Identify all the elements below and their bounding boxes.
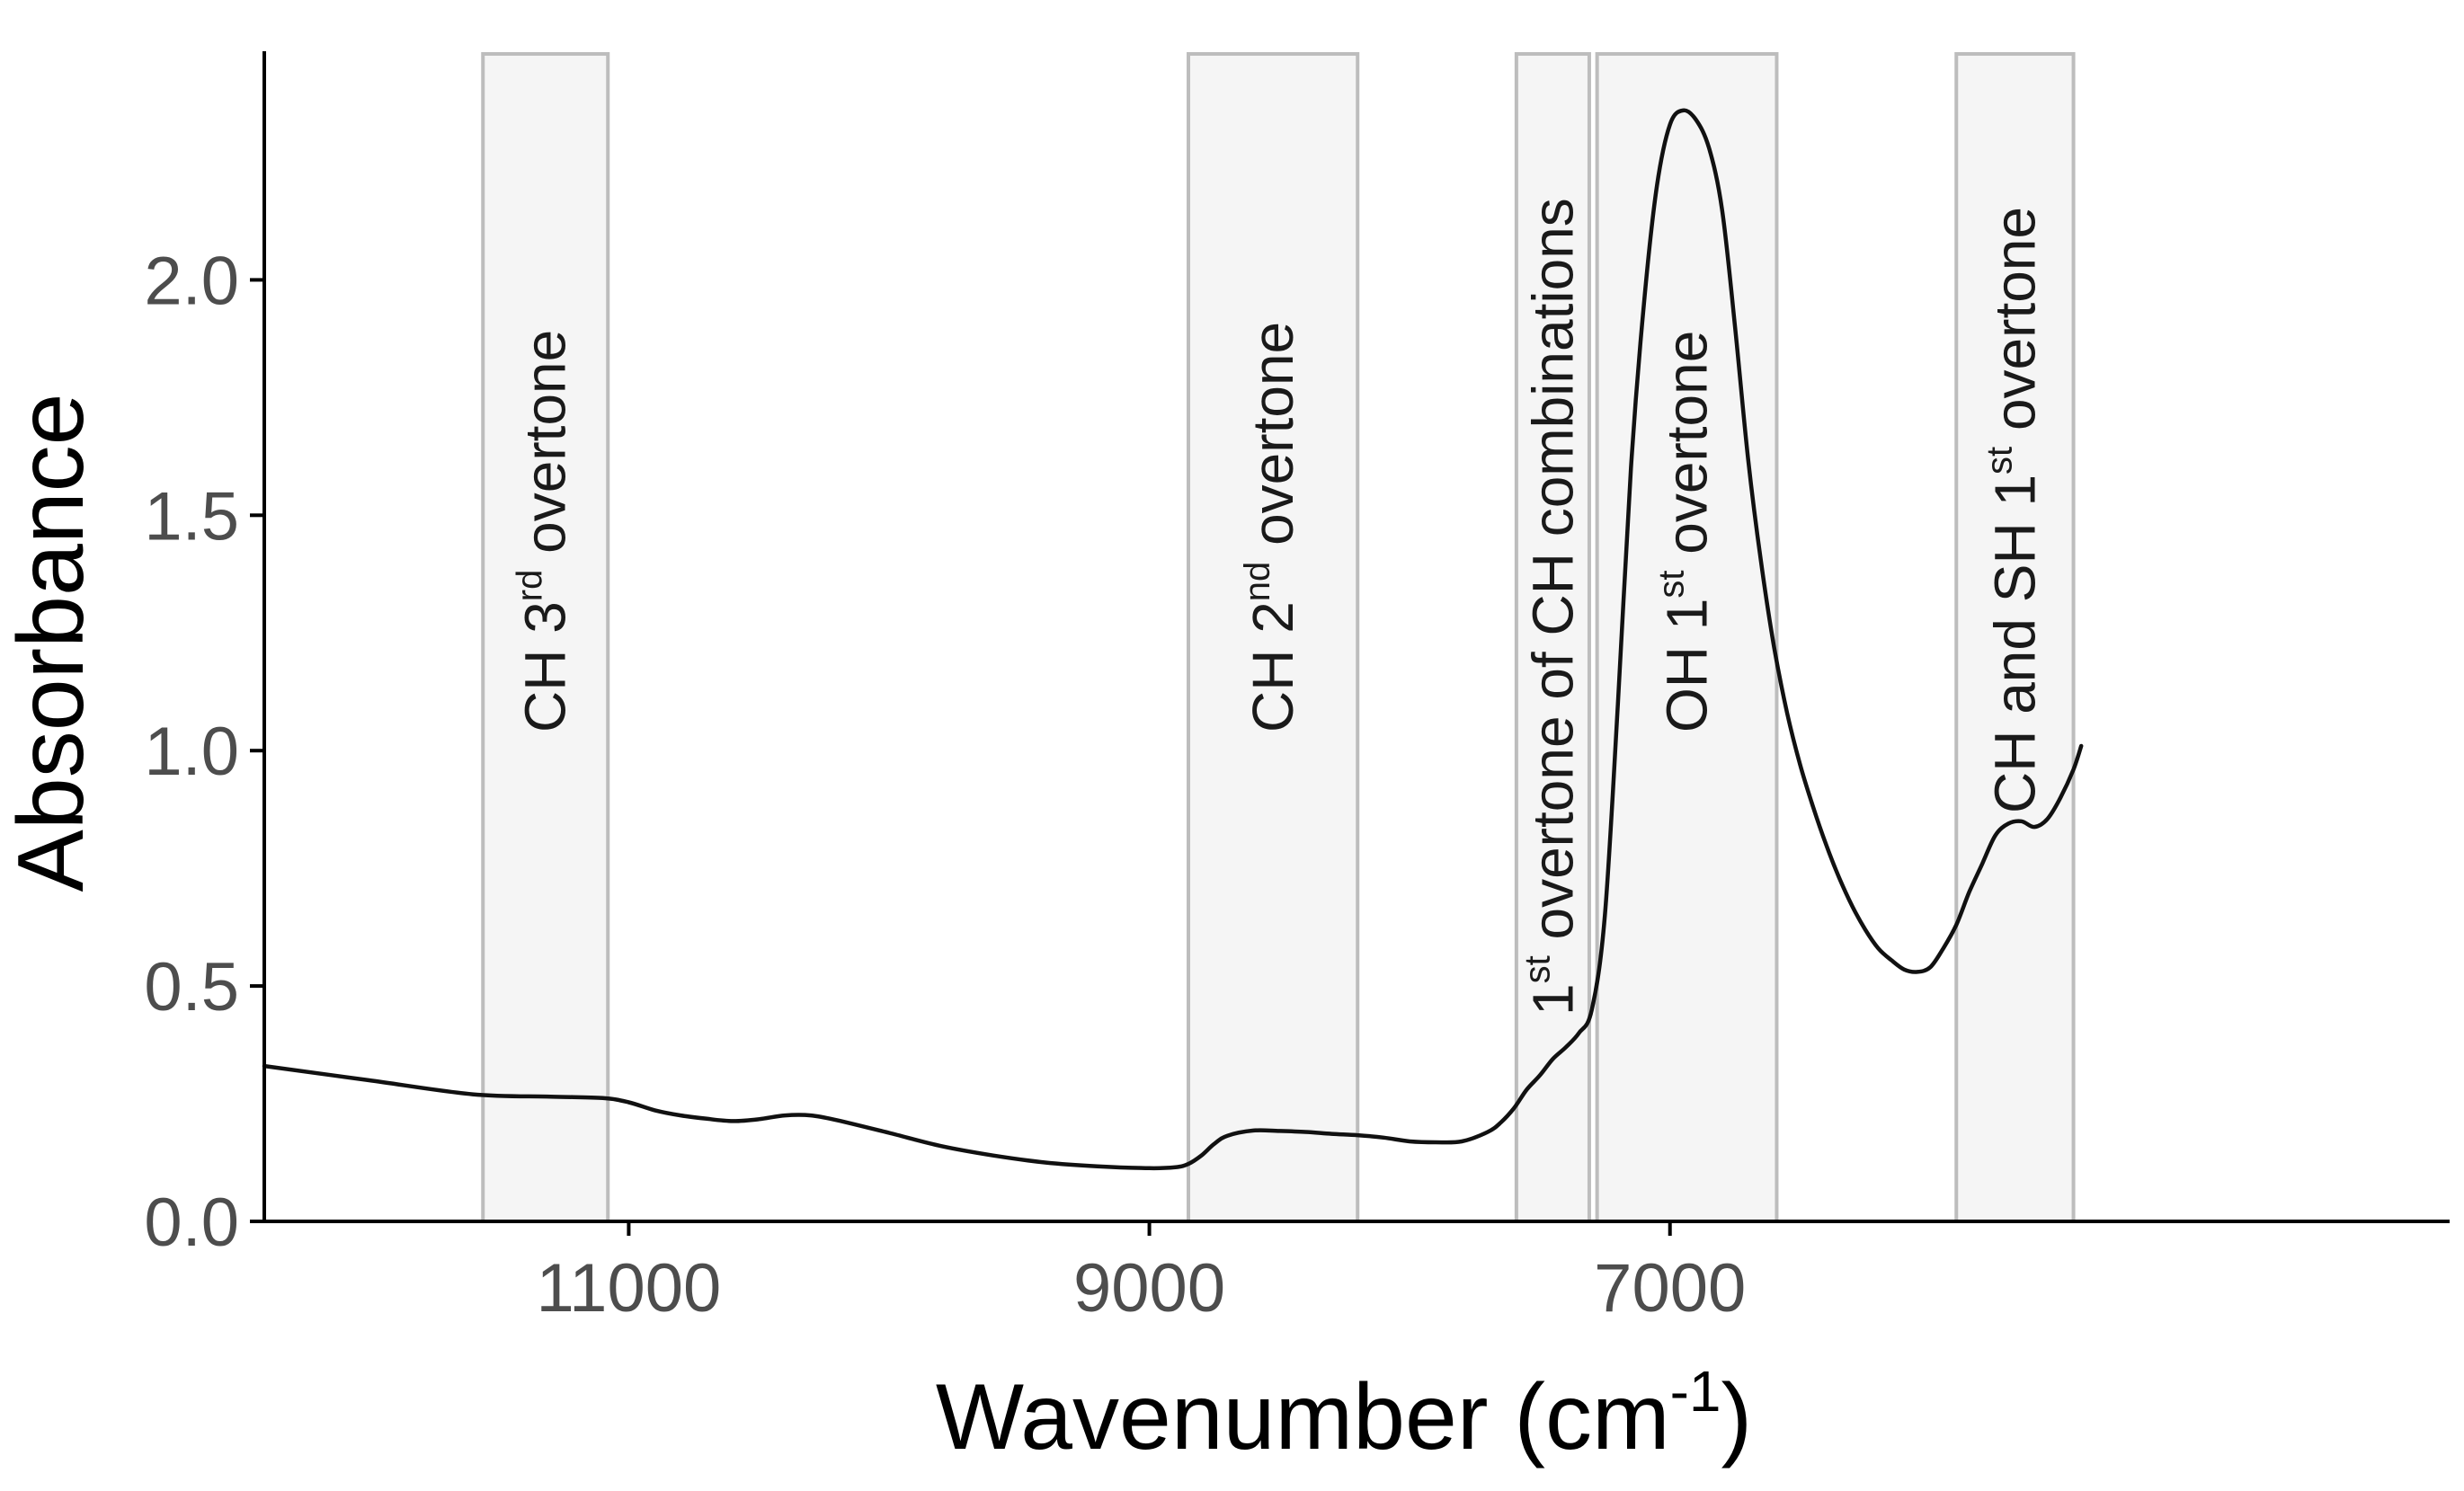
band-rect-1 [1186, 52, 1360, 1223]
band-rect-0 [481, 52, 610, 1223]
band-label-0-part-1: rd [511, 570, 550, 602]
band-label-3-part-2: overtone [1655, 331, 1720, 571]
band-label-4-part-0: CH and SH 1 [1982, 475, 2047, 813]
y-tick-label-4: 2.0 [144, 243, 239, 319]
spectrum-line-0 [262, 108, 2084, 1171]
line-layer [262, 108, 2084, 1171]
x-axis-title-close: ) [1721, 1365, 1753, 1469]
axes-layer: 0.0 0.5 1.0 1.5 2.0 11000 9000 7000 [144, 51, 2450, 1327]
band-label-1-part-0: CH 2 [1241, 601, 1305, 732]
band-label-2-part-1: st [1517, 955, 1557, 983]
x-axis-title-main: Wavenumber (cm [936, 1365, 1670, 1469]
band-label-0-part-2: overtone [513, 330, 578, 570]
y-tick-label-0: 0.0 [144, 1185, 239, 1261]
band-label-4: CH and SH 1st overtone [1979, 207, 2047, 813]
x-tick-label-1: 9000 [1073, 1250, 1225, 1327]
band-rect-2 [1514, 52, 1591, 1223]
band-label-4-part-1: st [1979, 447, 2019, 475]
band-label-2-part-0: 1 [1520, 983, 1585, 1016]
y-tick-label-1: 0.5 [144, 949, 239, 1025]
x-axis-title: Wavenumber (cm-1) [936, 1359, 1752, 1469]
band-label-2: 1st overtone of CH combinations [1517, 198, 1585, 1016]
band-label-3: OH 1st overtone [1652, 331, 1720, 732]
band-label-0: CH 3rd overtone [511, 330, 578, 732]
band-label-1: CH 2nd overtone [1238, 322, 1305, 732]
band-label-1-part-2: overtone [1241, 322, 1305, 562]
x-tick-label-0: 11000 [537, 1250, 722, 1327]
y-axis-title: Absorbance [0, 393, 103, 892]
band-label-4-part-2: overtone [1982, 207, 2047, 447]
y-tick-label-3: 1.5 [144, 478, 239, 555]
band-label-2-part-2: overtone of CH combinations [1520, 198, 1585, 955]
band-label-3-part-0: OH 1 [1655, 599, 1720, 732]
band-rect-3 [1595, 52, 1779, 1223]
band-label-0-part-0: CH 3 [513, 601, 578, 732]
x-axis-title-exponent: -1 [1670, 1359, 1721, 1424]
band-label-3-part-1: st [1652, 571, 1692, 599]
x-tick-label-2: 7000 [1594, 1250, 1746, 1327]
band-label-1-part-1: nd [1238, 562, 1277, 602]
bands-layer [481, 52, 2076, 1223]
y-tick-label-2: 1.0 [144, 714, 239, 790]
